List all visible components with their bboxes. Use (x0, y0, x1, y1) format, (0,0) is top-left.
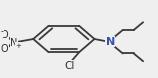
Text: O: O (1, 30, 8, 40)
Text: N: N (106, 37, 115, 47)
Text: N: N (10, 38, 18, 48)
Text: -: - (0, 27, 3, 36)
Text: Cl: Cl (64, 61, 75, 71)
Text: O: O (1, 44, 8, 54)
Text: +: + (15, 43, 21, 49)
